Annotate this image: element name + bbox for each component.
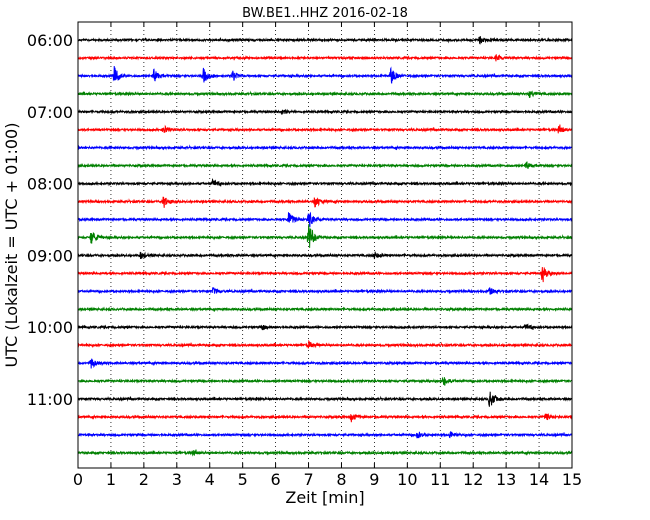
x-tick-label: 14 [529,470,549,489]
y-axis-label: UTC (Lokalzeit = UTC + 01:00) [2,123,21,368]
x-tick-label: 7 [303,470,313,489]
trace-line [77,211,573,228]
trace-line [77,36,573,45]
trace-line [77,177,573,187]
x-tick-label: 4 [205,470,215,489]
x-tick-label: 12 [463,470,483,489]
trace-line [77,267,573,283]
x-tick-label: 13 [496,470,516,489]
x-tick-label: 5 [238,470,248,489]
trace-line [77,108,573,116]
trace-line [77,431,573,439]
y-tick-label: 08:00 [27,175,73,194]
x-tick-label: 9 [369,470,379,489]
trace-line [77,144,573,151]
x-tick-label: 10 [397,470,417,489]
y-tick-label: 10:00 [27,318,73,337]
trace-line [77,339,573,349]
x-tick-label: 6 [271,470,281,489]
trace-line [77,161,573,169]
y-tick-label: 11:00 [27,390,73,409]
y-tick-label: 09:00 [27,246,73,265]
plot-area [78,22,572,468]
trace-line [77,449,573,457]
x-axis-ticks: 0 1 2 3 4 5 6 7 8 9 10 11 12 13 14 15 [73,22,582,489]
chart-title: BW.BE1..HHZ 2016-02-18 [242,6,408,21]
trace-line [77,251,573,260]
trace-line [77,323,573,331]
trace-line [77,286,573,295]
trace-line [77,66,573,84]
x-tick-label: 2 [139,470,149,489]
trace-line [77,90,573,98]
y-axis-ticks: 06:00 07:00 08:00 09:00 10:00 11:00 [27,31,572,409]
trace-line [77,124,573,134]
trace-line [77,391,573,407]
trace-line [77,412,573,423]
plot-frame [77,21,573,469]
y-tick-label: 07:00 [27,103,73,122]
trace-line [77,54,573,62]
y-tick-label: 06:00 [27,31,73,50]
x-tick-label: 15 [562,470,582,489]
x-axis-label: Zeit [min] [285,488,364,507]
trace-line [77,376,573,386]
seismic-traces [77,36,573,457]
trace-line [77,224,573,248]
trace-line [77,306,573,313]
x-tick-label: 1 [106,470,116,489]
x-tick-label: 3 [172,470,182,489]
trace-line [77,196,573,208]
x-tick-label: 11 [430,470,450,489]
x-tick-label: 8 [336,470,346,489]
x-tick-label: 0 [73,470,83,489]
trace-line [77,358,573,369]
